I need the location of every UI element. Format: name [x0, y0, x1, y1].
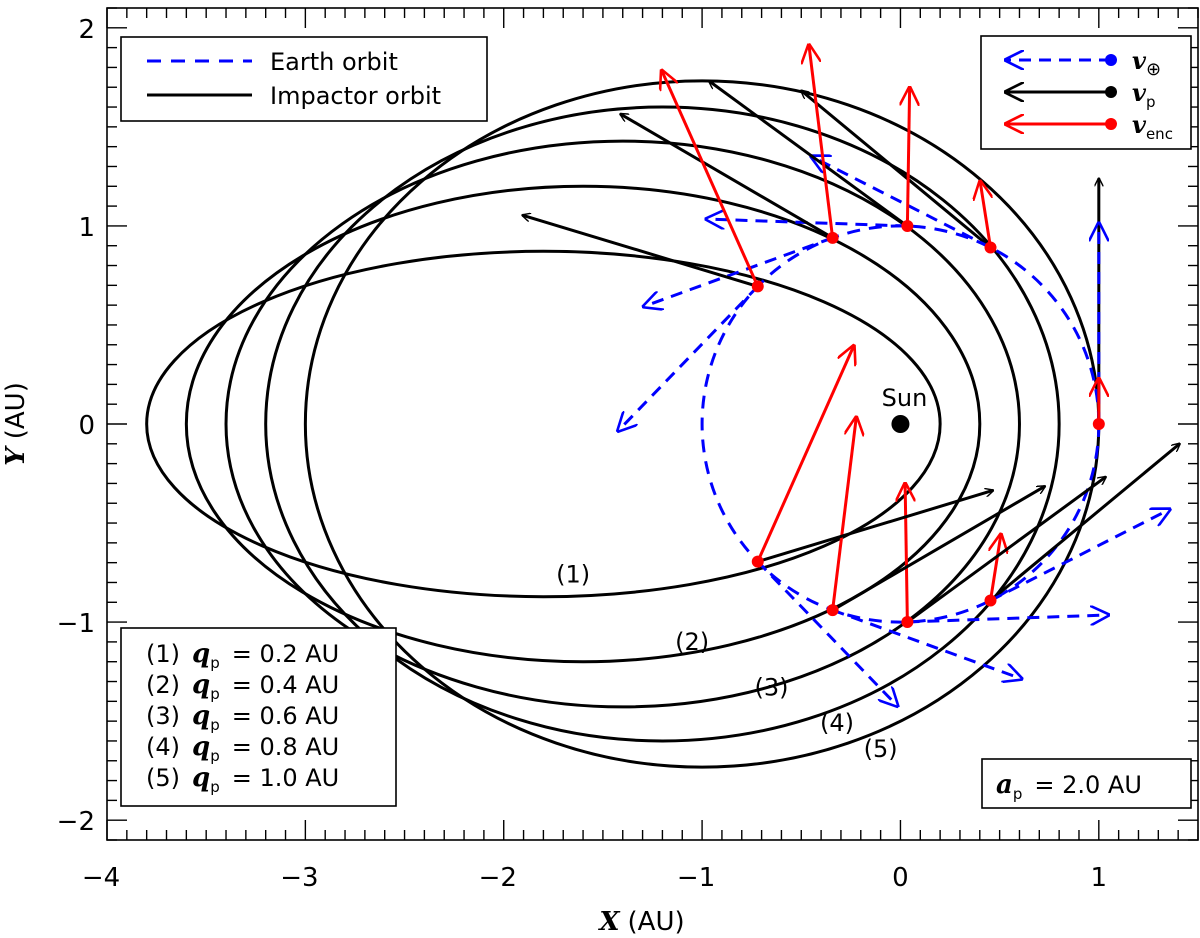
- legend-vearth-text: v⊕: [1132, 46, 1161, 80]
- perihelion-row-1: (1) qp = 0.2 AU: [146, 639, 339, 672]
- y-tick-label: 1: [78, 213, 95, 243]
- orbit-label-5: (5): [864, 735, 898, 763]
- encounter-point-n2: [984, 241, 997, 254]
- y-axis-label: Y(AU): [1, 382, 31, 466]
- perihelion-table: (1) qp = 0.2 AU(2) qp = 0.4 AU(3) qp = 0.6 AU(…: [120, 627, 397, 807]
- earth-velocity-s3: [907, 615, 1108, 622]
- impactor-orbit-2: [184, 184, 982, 664]
- tick-labels: −4 −3 −2 −1 0 1 −2 −1 0 1 2: [57, 15, 1107, 893]
- perihelion-row-5: (5) qp = 1.0 AU: [146, 763, 339, 796]
- impactor-velocity-n2: [801, 91, 992, 249]
- encounter-point-s3: [901, 615, 914, 628]
- encounter-point-s5: [751, 555, 764, 568]
- legend-earth-label: Earth orbit: [270, 48, 398, 76]
- x-tick-label: −3: [280, 863, 318, 893]
- legend-impactor-label: Impactor orbit: [270, 82, 441, 110]
- encounter-velocity-n3: [907, 88, 909, 227]
- y-tick-label: 0: [78, 411, 95, 441]
- encounter-point-n1: [1092, 418, 1105, 430]
- earth-velocity-s5: [756, 560, 898, 706]
- perihelion-row-2: (2) qp = 0.4 AU: [146, 670, 339, 703]
- legend-venc-text: venc: [1132, 110, 1173, 143]
- x-tick-label: −2: [479, 863, 517, 893]
- y-tick-label: −2: [57, 807, 95, 837]
- x-tick-label: 0: [892, 863, 909, 893]
- impactor-orbit-4: [264, 105, 1061, 743]
- legend-vearth-dot: [1105, 54, 1117, 66]
- x-tick-label: −4: [82, 863, 120, 893]
- earth-velocity-n5: [618, 285, 759, 430]
- earth-velocity-s2: [989, 509, 1170, 602]
- line-legend: Earth orbit Impactor orbit: [120, 36, 488, 122]
- encounter-point-s2: [984, 594, 997, 607]
- encounter-points: [751, 220, 1105, 628]
- orbit-label-4: (4): [820, 709, 854, 737]
- x-axis-label: X (AU): [597, 907, 684, 937]
- encounter-velocity-s2: [991, 535, 1001, 601]
- x-tick-label: 1: [1091, 863, 1108, 893]
- impactor-velocity-n5: [522, 215, 759, 288]
- y-tick-label: 2: [78, 15, 95, 45]
- impactor-orbits: [145, 79, 1101, 769]
- perihelion-row-4: (4) qp = 0.8 AU: [146, 732, 339, 765]
- impactor-orbit-1: [145, 249, 942, 599]
- encounter-velocity-n4: [809, 45, 835, 239]
- earth-velocity-n4: [644, 236, 834, 307]
- impactor-velocity-s3: [906, 477, 1105, 624]
- impactor-orbit-3: [224, 139, 1021, 709]
- velocity-vectors: [522, 45, 1179, 706]
- semi-major-box: ap = 2.0 AU: [981, 758, 1192, 809]
- orbit-label-1: (1): [556, 560, 590, 588]
- orbit-label-2: (2): [675, 628, 709, 656]
- legend-vp-text: vp: [1132, 78, 1155, 111]
- vector-legend: v⊕ vp venc: [980, 35, 1192, 150]
- y-tick-label: −1: [57, 609, 95, 639]
- impactor-velocity-s5: [757, 490, 993, 564]
- x-tick-label: −1: [677, 863, 715, 893]
- perihelion-table-box: [120, 627, 397, 807]
- encounter-velocity-s3: [905, 484, 907, 622]
- plot-frame: [106, 7, 1199, 841]
- orbit-labels: (1) (2) (3) (4) (5): [556, 560, 897, 762]
- legend-vp-dot: [1105, 86, 1117, 98]
- encounter-velocity-s5: [756, 346, 854, 563]
- impactor-velocity-n3: [709, 81, 909, 228]
- encounter-point-s4: [826, 604, 839, 617]
- impactor-velocity-n4: [620, 112, 834, 240]
- sun-label: Sun: [882, 384, 928, 412]
- encounter-velocity-s4: [831, 418, 857, 611]
- legend-venc-dot: [1105, 118, 1117, 130]
- orbit-label-3: (3): [755, 673, 789, 701]
- earth-velocity-s4: [832, 608, 1022, 679]
- impactor-velocity-s4: [831, 484, 1045, 612]
- encounter-point-n3: [901, 220, 914, 233]
- impactor-velocity-s2: [989, 444, 1180, 602]
- semi-major-text: ap = 2.0 AU: [996, 770, 1142, 803]
- earth-velocity-n2: [812, 156, 992, 249]
- line-legend-box: [120, 36, 488, 122]
- encounter-point-n4: [826, 231, 839, 244]
- encounter-point-n5: [751, 280, 764, 293]
- encounter-velocity-n5: [662, 71, 760, 288]
- perihelion-row-3: (3) qp = 0.6 AU: [146, 701, 339, 734]
- sun-marker: [891, 415, 910, 433]
- semi-major-box-frame: [981, 758, 1192, 809]
- encounter-velocity-n2: [980, 182, 990, 248]
